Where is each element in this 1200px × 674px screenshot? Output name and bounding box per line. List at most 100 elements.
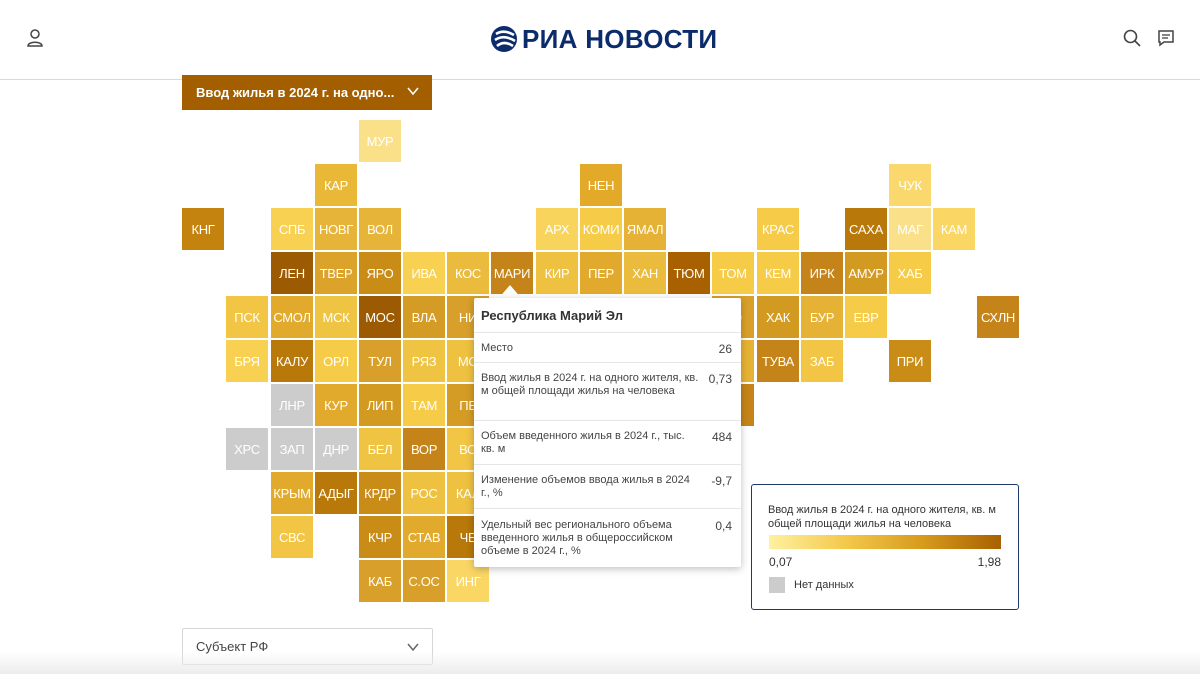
legend-max-value: 1,98 <box>977 555 1001 569</box>
chevron-down-icon <box>407 643 419 652</box>
region-tile[interactable]: РЯЗ <box>403 340 445 382</box>
region-tile[interactable]: БЕЛ <box>359 428 401 470</box>
tooltip-row-label: Ввод жилья в 2024 г. на одного жителя, к… <box>481 372 699 397</box>
region-tile[interactable]: СВС <box>271 516 313 558</box>
region-tile[interactable]: КЧР <box>359 516 401 558</box>
region-tile[interactable]: КИР <box>536 252 578 294</box>
search-icon[interactable] <box>1122 28 1142 48</box>
region-tile[interactable]: ЛЕН <box>271 252 313 294</box>
tooltip-row-label: Удельный вес регионального объема введен… <box>481 519 673 557</box>
chevron-down-icon <box>407 87 419 96</box>
region-tile[interactable]: ИВА <box>403 252 445 294</box>
region-tile[interactable]: КУР <box>315 384 357 426</box>
metric-dropdown[interactable]: Ввод жилья в 2024 г. на одно... <box>182 75 432 110</box>
region-tile[interactable]: КРДР <box>359 472 401 514</box>
legend-title: Ввод жилья в 2024 г. на одного жителя, к… <box>768 504 996 530</box>
region-tile[interactable]: ТУВА <box>757 340 799 382</box>
region-tile[interactable]: КАБ <box>359 560 401 602</box>
ria-logo-icon <box>491 26 517 52</box>
region-tile[interactable]: ВЛА <box>403 296 445 338</box>
region-tile[interactable]: КРЫМ <box>271 472 313 514</box>
tooltip-row-label: Место <box>481 342 513 354</box>
region-tile[interactable]: СПБ <box>271 208 313 250</box>
region-tile[interactable]: СМОЛ <box>271 296 313 338</box>
region-tile[interactable]: ЛИП <box>359 384 401 426</box>
tooltip-arrow <box>498 285 522 299</box>
tooltip-row-label: Изменение объемов ввода жилья в 2024 г.,… <box>481 474 690 499</box>
tooltip-row-value: 26 <box>718 342 732 356</box>
region-tile[interactable]: ЗАП <box>271 428 313 470</box>
logo-text: РИА НОВОСТИ <box>522 23 718 54</box>
legend-nodata-label: Нет данных <box>794 579 854 591</box>
tooltip-row-value: -9,7 <box>711 474 732 488</box>
region-tile[interactable]: КЕМ <box>757 252 799 294</box>
region-tile[interactable]: КАР <box>315 164 357 206</box>
legend-nodata-swatch <box>769 577 785 593</box>
region-tile[interactable]: АМУР <box>845 252 887 294</box>
region-tile[interactable]: НОВГ <box>315 208 357 250</box>
region-tile[interactable]: ЛНР <box>271 384 313 426</box>
region-tooltip: Республика Марий Эл Место 26 Ввод жилья … <box>474 298 741 567</box>
tooltip-row-label: Объем введенного жилья в 2024 г., тыс. к… <box>481 430 685 455</box>
region-tile[interactable]: ТОМ <box>712 252 754 294</box>
region-tile[interactable]: ПЕР <box>580 252 622 294</box>
region-tile[interactable]: ИНГ <box>447 560 489 602</box>
region-tile[interactable]: АРХ <box>536 208 578 250</box>
tooltip-row: Ввод жилья в 2024 г. на одного жителя, к… <box>474 362 741 420</box>
region-tile[interactable]: БРЯ <box>226 340 268 382</box>
region-tile[interactable]: СТАВ <box>403 516 445 558</box>
region-tile[interactable]: АДЫГ <box>315 472 357 514</box>
tooltip-row: Место 26 <box>474 332 741 362</box>
region-tile[interactable]: РОС <box>403 472 445 514</box>
region-tile[interactable]: ТУЛ <box>359 340 401 382</box>
region-tile[interactable]: МСК <box>315 296 357 338</box>
region-tile[interactable]: ВОР <box>403 428 445 470</box>
region-tile[interactable]: БУР <box>801 296 843 338</box>
tooltip-row: Объем введенного жилья в 2024 г., тыс. к… <box>474 420 741 464</box>
tooltip-row-value: 484 <box>711 430 732 444</box>
region-tile[interactable]: ОРЛ <box>315 340 357 382</box>
chat-icon[interactable] <box>1156 28 1176 48</box>
legend-min-value: 0,07 <box>769 555 793 569</box>
region-tile[interactable]: КРАС <box>757 208 799 250</box>
tooltip-title: Республика Марий Эл <box>481 308 623 323</box>
region-tile[interactable]: КОМИ <box>580 208 622 250</box>
region-tile[interactable]: ХАК <box>757 296 799 338</box>
region-tile[interactable]: ХАБ <box>889 252 931 294</box>
region-tile[interactable]: ИРК <box>801 252 843 294</box>
site-header: РИА НОВОСТИ <box>0 0 1200 80</box>
region-tile[interactable]: ТЮМ <box>668 252 710 294</box>
region-tile[interactable]: НЕН <box>580 164 622 206</box>
region-tile[interactable]: СХЛН <box>977 296 1019 338</box>
region-tile[interactable]: КОС <box>447 252 489 294</box>
region-tile[interactable]: ЯМАЛ <box>624 208 666 250</box>
metric-dropdown-label: Ввод жилья в 2024 г. на одно... <box>196 85 395 100</box>
tooltip-row: Изменение объемов ввода жилья в 2024 г.,… <box>474 464 741 508</box>
region-tile[interactable]: ХРС <box>226 428 268 470</box>
region-tile[interactable]: ТВЕР <box>315 252 357 294</box>
legend-gradient-bar <box>769 535 1001 549</box>
region-tile[interactable]: ДНР <box>315 428 357 470</box>
region-tile[interactable]: ТАМ <box>403 384 445 426</box>
region-tile[interactable]: С.ОС <box>403 560 445 602</box>
region-tile[interactable]: ВОЛ <box>359 208 401 250</box>
region-tile[interactable]: ПРИ <box>889 340 931 382</box>
ria-logo[interactable]: РИА НОВОСТИ <box>490 24 717 54</box>
region-tile[interactable]: ХАН <box>624 252 666 294</box>
map-legend: Ввод жилья в 2024 г. на одного жителя, к… <box>751 484 1019 610</box>
region-tile[interactable]: МАГ <box>889 208 931 250</box>
region-tile[interactable]: ЧУК <box>889 164 931 206</box>
region-tile[interactable]: ПСК <box>226 296 268 338</box>
region-tile[interactable]: ЗАБ <box>801 340 843 382</box>
subject-dropdown-label: Субъект РФ <box>196 639 269 654</box>
bottom-fade <box>0 652 1200 674</box>
region-tile[interactable]: МУР <box>359 120 401 162</box>
region-tile[interactable]: ЕВР <box>845 296 887 338</box>
user-icon[interactable] <box>25 28 45 48</box>
region-tile[interactable]: САХА <box>845 208 887 250</box>
region-tile[interactable]: КАМ <box>933 208 975 250</box>
region-tile[interactable]: МОС <box>359 296 401 338</box>
region-tile[interactable]: КНГ <box>182 208 224 250</box>
region-tile[interactable]: ЯРО <box>359 252 401 294</box>
region-tile[interactable]: КАЛУ <box>271 340 313 382</box>
